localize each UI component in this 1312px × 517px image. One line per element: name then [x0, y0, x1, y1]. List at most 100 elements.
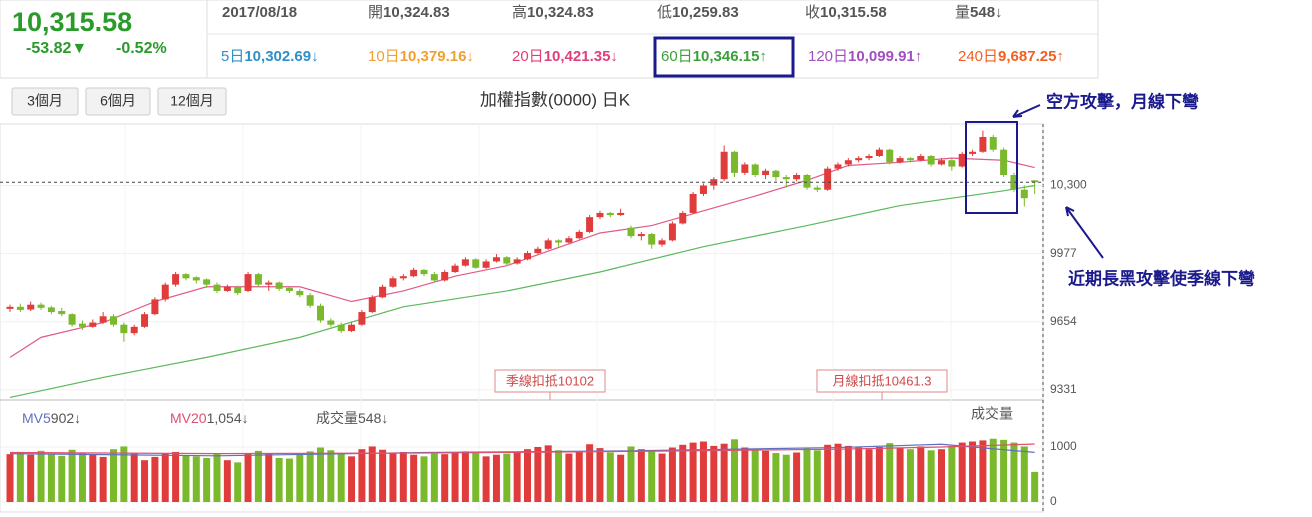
candle-body [27, 304, 35, 310]
volume-bar [223, 460, 231, 502]
price: 10,315.58 [12, 7, 132, 37]
ma-line [9, 184, 1035, 399]
candle-body [348, 324, 356, 332]
volume-bar [596, 448, 604, 502]
volume-bar [544, 445, 552, 502]
note: 近期長黑攻擊使季線下彎 [1068, 268, 1255, 288]
ma-item: 240日9,687.25↑ [958, 48, 1064, 65]
volume-bar [317, 447, 324, 502]
volume-bar [58, 455, 66, 502]
candle-body [782, 177, 790, 180]
candle-body [213, 284, 221, 291]
quote-value: 10,259.83 [672, 4, 739, 21]
volume-bar [689, 442, 697, 502]
candle-body [741, 164, 749, 173]
volume-bar [762, 450, 770, 502]
candle-body [472, 259, 480, 268]
candle-body [958, 153, 966, 167]
quote-value: 2017/08/18 [222, 4, 297, 21]
candle-body [203, 279, 211, 285]
volume-bar [927, 450, 935, 502]
quote-item: 高10,324.83 [512, 4, 594, 21]
note: 空方攻擊，月線下彎 [1046, 91, 1199, 111]
ma-value: 9,687.25↑ [998, 48, 1064, 65]
volume-bar [906, 449, 914, 502]
volume-label-value: 902↓ [51, 410, 81, 426]
candle-body [720, 151, 728, 180]
volume-bar [772, 453, 780, 502]
candle-body [358, 312, 366, 325]
volume-bar [141, 460, 149, 502]
candle-body [627, 227, 635, 237]
volume-bar [948, 445, 956, 502]
volume-bar [886, 443, 894, 502]
candle-body [875, 149, 883, 157]
volume-bar [658, 453, 666, 502]
volume-bar [751, 449, 759, 502]
volume-bar [130, 453, 138, 502]
ma-item: 10日10,379.16↓ [368, 48, 474, 65]
range-button[interactable] [11, 87, 79, 116]
volume-bar [586, 444, 594, 502]
volume-bar [1031, 471, 1039, 502]
volume-bar [855, 447, 863, 502]
arrow [1065, 206, 1104, 259]
candle-body [296, 290, 304, 296]
candle-body [689, 193, 697, 213]
volume-bar [938, 449, 945, 502]
volume-bar [720, 443, 728, 502]
volume-bar [213, 454, 221, 502]
volume-bar [461, 451, 469, 502]
candle-body [710, 179, 718, 186]
volume-bar [865, 449, 873, 502]
volume-bar [524, 449, 531, 502]
candle-body [492, 257, 500, 262]
volume-bar [120, 446, 128, 502]
candle-body [182, 274, 190, 279]
highlight-box [965, 121, 1018, 214]
volume-bar [1010, 442, 1018, 502]
volume-bar [813, 450, 821, 502]
quote-label: 開 [368, 4, 383, 21]
volume-bar [399, 451, 407, 502]
volume-bar [203, 458, 211, 502]
ma-item: 20日10,421.35↓ [512, 48, 618, 65]
ma-value: 10,099.91↑ [848, 48, 922, 65]
volume-bar [617, 454, 625, 502]
candle-body [110, 316, 117, 325]
volume-label: 成交量548↓ [316, 410, 388, 426]
volume-bar [78, 452, 86, 502]
volume-bar [275, 458, 283, 502]
candle-body [658, 240, 666, 245]
volume-bar [389, 452, 397, 502]
candle-body [337, 324, 345, 332]
candle-body [399, 276, 407, 279]
candle-body [244, 274, 252, 291]
quote-item: 2017/08/18 [222, 4, 297, 21]
volume-bar [803, 448, 811, 502]
candle-body [555, 240, 563, 243]
quote-item: 開10,324.83 [368, 4, 450, 21]
candle-body [317, 305, 324, 321]
volume-label: MV5902↓ [22, 410, 81, 426]
candle-body [78, 323, 86, 327]
ma-value: 10,302.69↓ [244, 48, 318, 65]
ma-label: 60日 [661, 48, 693, 65]
range-button[interactable] [157, 87, 227, 116]
ma-label: 5日 [221, 48, 244, 65]
candle-body [938, 160, 945, 165]
range-button[interactable] [85, 87, 151, 116]
candle-body [254, 274, 262, 285]
volume-bar [47, 453, 55, 502]
y-tick-label: 10,300 [1050, 178, 1087, 192]
volume-bar [875, 447, 883, 502]
quote-value: 10,324.83 [383, 4, 450, 21]
change: -53.82▼ [26, 40, 87, 57]
ma-label: 20日 [512, 48, 544, 65]
volume-bar [358, 449, 366, 502]
candle-body [1000, 149, 1008, 175]
annotation: 月線扣抵10461.3 [833, 373, 932, 388]
volume-bar [679, 444, 687, 502]
volume-label: MV201,054↓ [170, 410, 249, 426]
candle-body [596, 212, 604, 218]
